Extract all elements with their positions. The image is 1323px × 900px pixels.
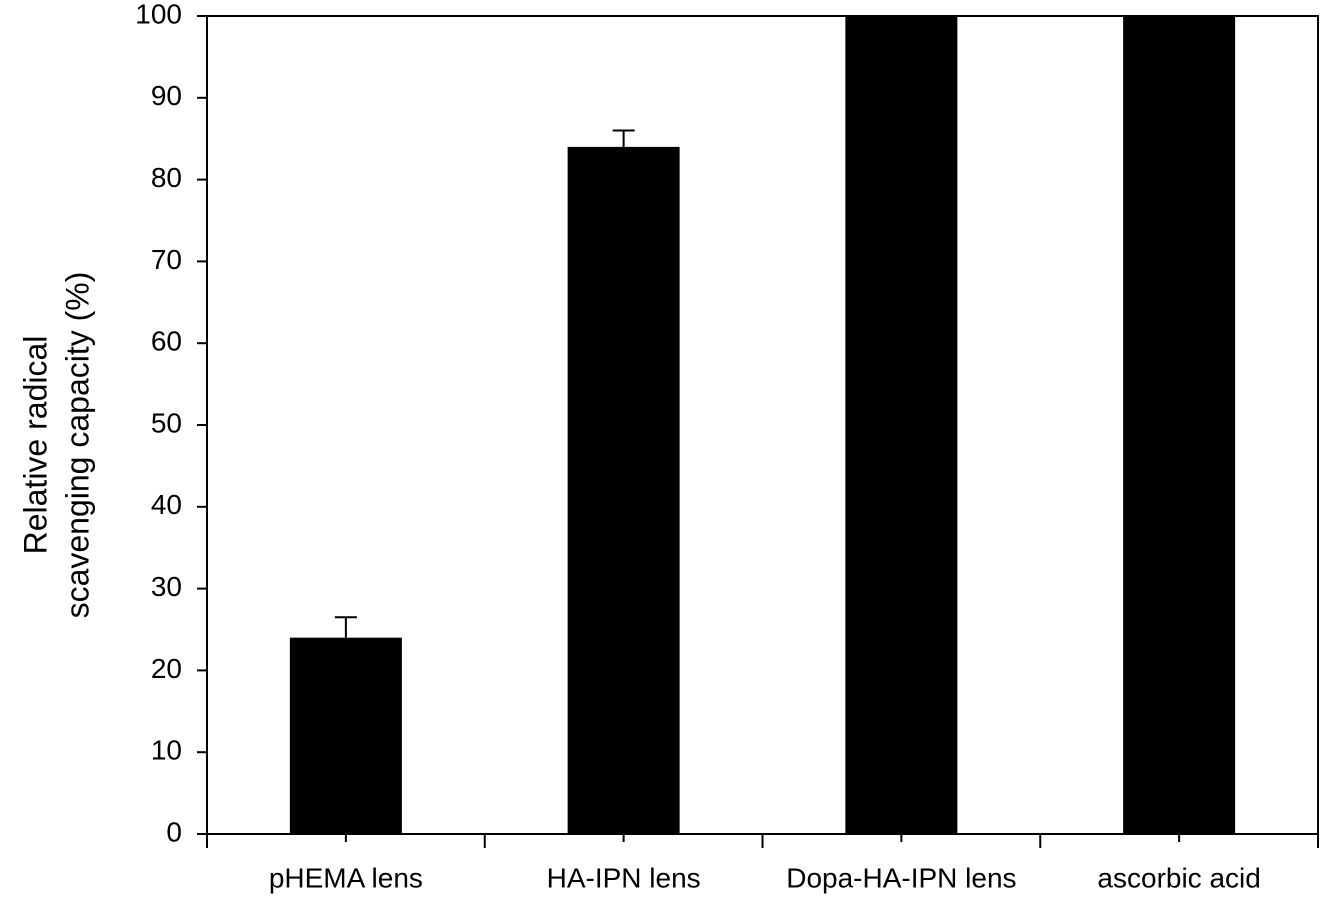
error-bar — [334, 616, 357, 638]
y-tick-label: 10 — [151, 735, 182, 766]
bar — [1123, 16, 1236, 834]
y-axis-title-line: scavenging capacity (%) — [59, 272, 95, 619]
x-tick-label: Dopa-HA-IPN lens — [786, 862, 1016, 893]
y-tick-label: 100 — [135, 0, 182, 29]
y-tick-label: 50 — [151, 407, 182, 438]
x-tick-label: HA-IPN lens — [547, 862, 701, 893]
y-tick-label: 70 — [151, 244, 182, 275]
y-tick-label: 20 — [151, 653, 182, 684]
y-tick-label: 80 — [151, 162, 182, 193]
error-bar — [612, 129, 635, 147]
bar — [845, 16, 958, 834]
x-tick-label: ascorbic acid — [1097, 862, 1260, 893]
x-tick-label: pHEMA lens — [269, 862, 423, 893]
y-tick-label: 90 — [151, 80, 182, 111]
bar — [289, 637, 402, 834]
y-tick-label: 60 — [151, 326, 182, 357]
y-axis-title: Relative radical scavenging capacity (%) — [17, 272, 95, 619]
y-tick-label: 30 — [151, 571, 182, 602]
y-tick-label: 40 — [151, 489, 182, 520]
y-axis-title-line: Relative radical — [17, 336, 53, 555]
y-tick-label: 0 — [166, 816, 182, 847]
plot-frame — [206, 15, 1319, 835]
bar — [567, 146, 680, 834]
